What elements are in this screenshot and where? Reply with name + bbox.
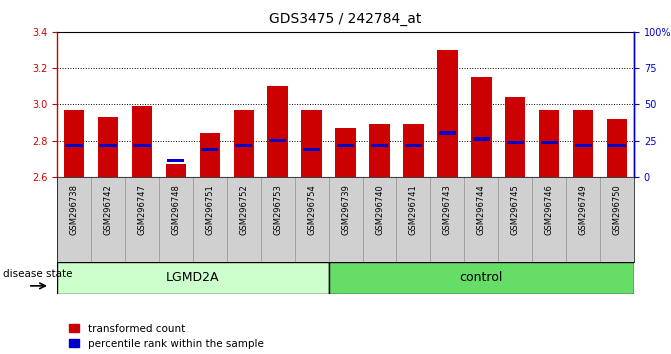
Bar [405, 144, 422, 147]
Text: GSM296753: GSM296753 [273, 184, 282, 235]
Bar [64, 110, 84, 177]
Text: GSM296746: GSM296746 [545, 184, 554, 235]
Bar [403, 124, 423, 177]
Bar [268, 86, 288, 177]
Bar [573, 110, 593, 177]
Text: GSM296754: GSM296754 [307, 184, 316, 235]
Bar [541, 141, 558, 144]
Bar [303, 148, 320, 151]
Text: GSM296747: GSM296747 [138, 184, 146, 235]
Bar [234, 110, 254, 177]
Bar [336, 128, 356, 177]
Bar [98, 117, 118, 177]
Bar [371, 144, 388, 147]
Text: GSM296745: GSM296745 [511, 184, 520, 235]
Bar [439, 131, 456, 135]
Bar [437, 50, 458, 177]
Bar [269, 139, 287, 142]
Text: GSM296744: GSM296744 [477, 184, 486, 235]
Bar [369, 124, 390, 177]
Text: GSM296742: GSM296742 [103, 184, 113, 235]
Text: GSM296750: GSM296750 [613, 184, 621, 235]
Bar [235, 144, 252, 147]
Bar [301, 110, 322, 177]
Bar [539, 110, 560, 177]
Text: GSM296749: GSM296749 [578, 184, 588, 235]
Text: GSM296743: GSM296743 [443, 184, 452, 235]
Bar [134, 144, 150, 147]
Bar [65, 144, 83, 147]
Text: GDS3475 / 242784_at: GDS3475 / 242784_at [269, 12, 422, 27]
Text: GSM296751: GSM296751 [205, 184, 214, 235]
Bar [132, 106, 152, 177]
Bar [609, 144, 626, 147]
Text: LGMD2A: LGMD2A [166, 272, 219, 284]
Bar [99, 144, 117, 147]
Bar [337, 144, 354, 147]
Bar [166, 164, 186, 177]
Legend: transformed count, percentile rank within the sample: transformed count, percentile rank withi… [69, 324, 264, 349]
Bar [574, 144, 592, 147]
Text: GSM296741: GSM296741 [409, 184, 418, 235]
Bar [507, 141, 524, 144]
Text: control: control [460, 272, 503, 284]
Bar [57, 262, 329, 294]
Text: GSM296752: GSM296752 [240, 184, 248, 235]
Bar [471, 77, 492, 177]
Bar [199, 133, 220, 177]
Bar [167, 159, 185, 162]
Text: GSM296740: GSM296740 [375, 184, 384, 235]
Bar [505, 97, 525, 177]
Text: GSM296738: GSM296738 [70, 184, 79, 235]
Bar [607, 119, 627, 177]
Text: disease state: disease state [3, 269, 73, 279]
Text: GSM296748: GSM296748 [171, 184, 180, 235]
Text: GSM296739: GSM296739 [341, 184, 350, 235]
Bar [472, 137, 490, 141]
Bar [329, 262, 634, 294]
Bar [201, 148, 219, 151]
